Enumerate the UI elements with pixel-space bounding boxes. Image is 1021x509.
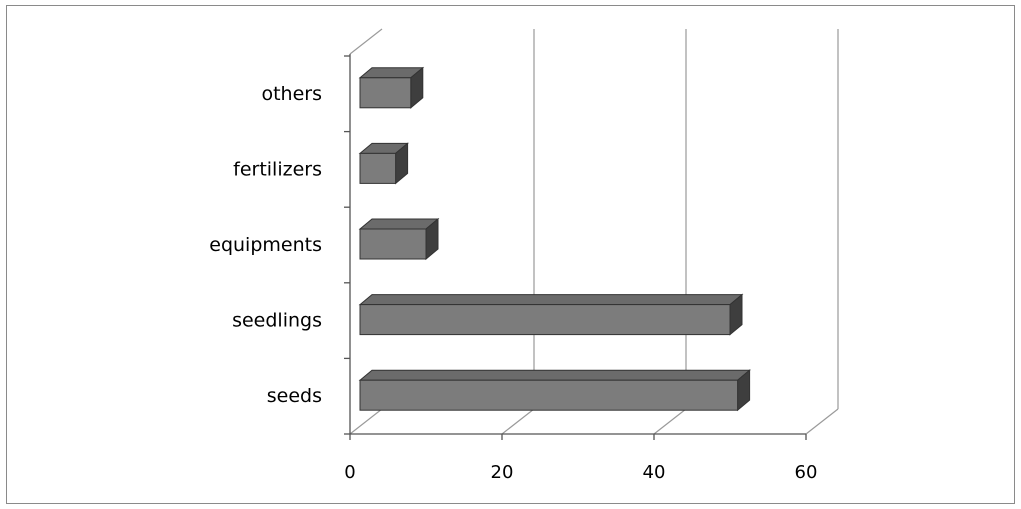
x-tick-label: 60: [795, 462, 818, 483]
floor-gridline: [501, 408, 535, 435]
bar-fertilizers: [358, 142, 409, 185]
x-tick-label: 40: [643, 462, 666, 483]
bar-front-face: [359, 304, 731, 336]
bar-top-face: [358, 294, 744, 306]
floor-gridline: [653, 408, 687, 435]
floor-gridline: [349, 408, 383, 435]
side-wall-edge: [349, 28, 383, 55]
x-tick-label: 20: [491, 462, 514, 483]
bar-front-face: [359, 77, 412, 109]
bar-others: [358, 66, 425, 109]
category-label: seeds: [267, 385, 322, 407]
category-label: equipments: [209, 234, 322, 256]
bar-top-face: [358, 369, 751, 381]
bar-seeds: [358, 369, 751, 412]
label-layer: seeds seedlings equipments fertilizers other…: [209, 83, 817, 483]
chart-frame: [6, 5, 1015, 504]
category-label: seedlings: [232, 310, 322, 332]
category-label: fertilizers: [233, 158, 322, 180]
bar-equipments: [358, 217, 440, 261]
axis-layer: [344, 54, 807, 440]
bar-front-face: [359, 379, 739, 411]
category-label: others: [261, 83, 322, 105]
bar-front-face: [359, 152, 397, 184]
bar-seedlings: [358, 293, 744, 336]
bar-front-face: [359, 228, 427, 260]
floor-gridline: [805, 408, 839, 435]
bar-top-face: [358, 218, 440, 230]
x-tick-label: 0: [344, 462, 355, 483]
grid-layer: [349, 28, 839, 435]
bar-layer: [358, 66, 751, 412]
